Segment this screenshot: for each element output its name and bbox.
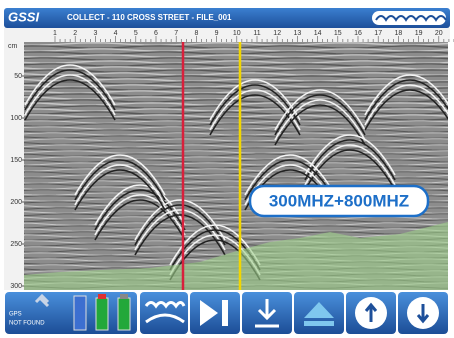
gpr-screen: GSSI COLLECT - 110 CROSS STREET - FILE_0… [0, 0, 454, 338]
ruler-label: 7 [174, 30, 178, 37]
ruler-label: 17 [374, 30, 382, 37]
depth-tick-label: 200 [10, 199, 22, 206]
ruler-label: 18 [395, 30, 403, 37]
ruler-label: 12 [273, 30, 281, 37]
battery-cap [120, 294, 128, 299]
ruler-label: 19 [415, 30, 423, 37]
ruler-label: 14 [314, 30, 322, 37]
eject-bar [304, 321, 334, 326]
gps-status: NOT FOUND [9, 321, 45, 327]
btn-up[interactable] [346, 292, 396, 334]
status-bg [5, 292, 137, 334]
ruler-label: 8 [194, 30, 198, 37]
battery [96, 298, 108, 330]
btn-save[interactable] [242, 292, 292, 334]
depth-tick-label: 50 [14, 73, 22, 80]
battery-cap [98, 294, 106, 299]
ruler-label: 5 [134, 30, 138, 37]
btn-wave[interactable] [140, 292, 188, 334]
ruler-label: 3 [93, 30, 97, 37]
ruler-label: 1 [53, 30, 57, 37]
battery [118, 298, 130, 330]
play-bar [222, 300, 228, 326]
logo: GSSI [8, 9, 39, 24]
ruler-label: 11 [253, 30, 260, 37]
ruler-label: 13 [294, 30, 302, 37]
ruler-label: 6 [154, 30, 158, 37]
ruler-label: 15 [334, 30, 342, 37]
depth-tick-label: 150 [10, 157, 22, 164]
gps-label: GPS [9, 312, 22, 318]
btn-play[interactable] [190, 292, 240, 334]
ruler-label: 10 [233, 30, 241, 37]
ruler-label: 2 [73, 30, 77, 37]
ruler-label: 4 [114, 30, 118, 37]
radargram [24, 42, 454, 290]
depth-tick-label: 300 [10, 283, 22, 290]
battery [74, 296, 86, 330]
btn-eject[interactable] [294, 292, 344, 334]
depth-tick-label: 250 [10, 241, 22, 248]
ruler-label: 16 [354, 30, 362, 37]
btn-down[interactable] [398, 292, 448, 334]
overlay-label: 300MHZ+800MHZ [269, 191, 409, 210]
status-panel: GPS NOT FOUND [5, 292, 137, 334]
depth-tick-label: 100 [10, 115, 22, 122]
ruler-label: 9 [215, 30, 219, 37]
depth-unit: cm [8, 43, 18, 50]
button-bg[interactable] [140, 292, 188, 334]
file-title: COLLECT - 110 CROSS STREET - FILE_001 [67, 13, 232, 22]
ruler-label: 20 [435, 30, 443, 37]
